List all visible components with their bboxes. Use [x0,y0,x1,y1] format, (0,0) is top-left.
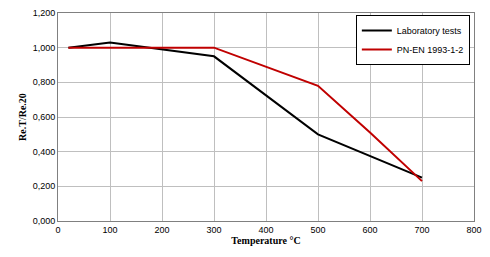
svg-text:300: 300 [206,225,221,235]
svg-text:1,000: 1,000 [33,43,56,53]
svg-text:Re.T/Re.20: Re.T/Re.20 [17,93,28,141]
svg-text:1,200: 1,200 [33,8,56,18]
svg-text:0,000: 0,000 [33,216,56,226]
svg-text:0,800: 0,800 [33,77,56,87]
svg-text:100: 100 [102,225,117,235]
svg-text:0,400: 0,400 [33,147,56,157]
svg-text:0,200: 0,200 [33,181,56,191]
svg-text:700: 700 [414,225,429,235]
svg-text:200: 200 [154,225,169,235]
svg-text:PN-EN 1993-1-2: PN-EN 1993-1-2 [397,45,464,55]
svg-text:600: 600 [362,225,377,235]
svg-text:0: 0 [55,225,60,235]
svg-text:500: 500 [310,225,325,235]
svg-text:Laboratory tests: Laboratory tests [397,26,462,36]
svg-text:800: 800 [466,225,481,235]
svg-text:400: 400 [258,225,273,235]
svg-text:Temperature °C: Temperature °C [231,235,300,246]
svg-text:0,600: 0,600 [33,112,56,122]
